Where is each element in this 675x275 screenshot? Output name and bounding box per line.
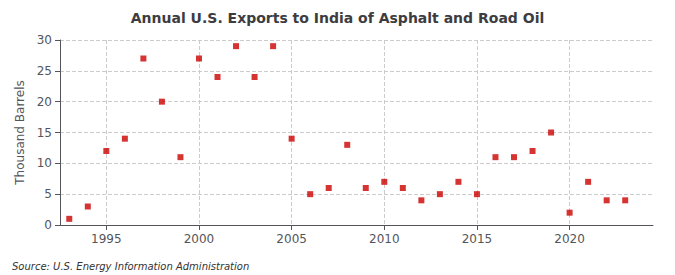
- svg-text:2000: 2000: [184, 232, 215, 246]
- svg-text:0: 0: [44, 218, 52, 232]
- svg-text:25: 25: [37, 64, 52, 78]
- svg-text:2005: 2005: [276, 232, 307, 246]
- svg-text:Source: U.S. Energy Informatio: Source: U.S. Energy Information Administ…: [12, 261, 249, 272]
- svg-text:Annual U.S. Exports to India o: Annual U.S. Exports to India of Asphalt …: [131, 10, 544, 26]
- svg-text:20: 20: [37, 95, 52, 109]
- svg-text:2010: 2010: [369, 232, 400, 246]
- svg-text:1995: 1995: [91, 232, 122, 246]
- svg-text:Thousand Barrels: Thousand Barrels: [13, 80, 27, 185]
- svg-text:2020: 2020: [554, 232, 585, 246]
- svg-text:2015: 2015: [462, 232, 493, 246]
- svg-text:10: 10: [37, 156, 52, 170]
- svg-text:15: 15: [37, 126, 52, 140]
- svg-text:30: 30: [37, 33, 52, 47]
- svg-text:5: 5: [44, 187, 52, 201]
